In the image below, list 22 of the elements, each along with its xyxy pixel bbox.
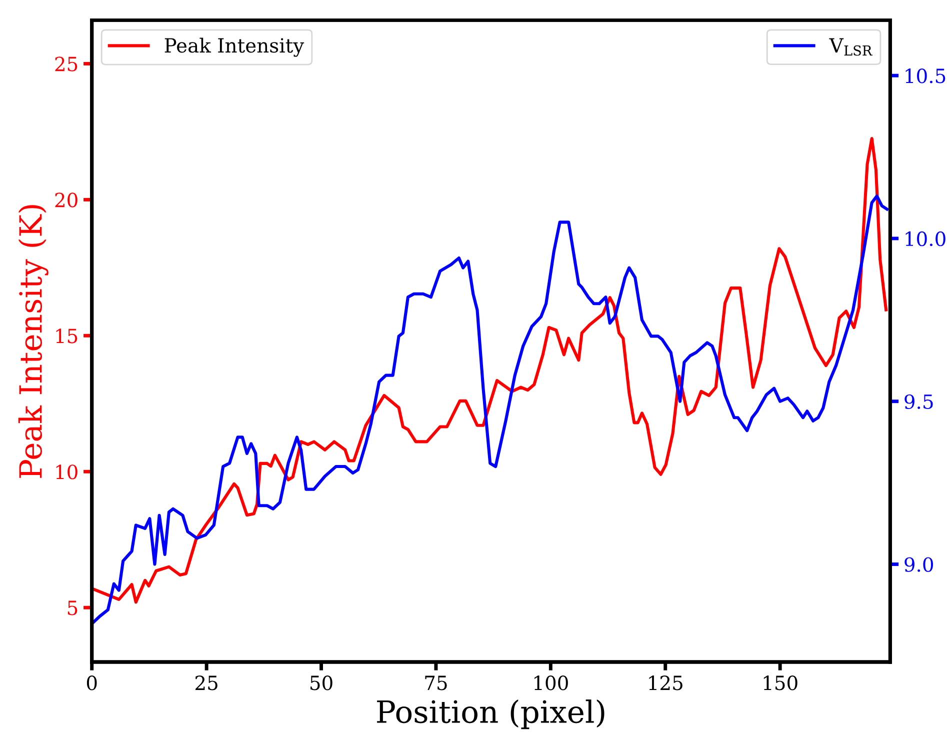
- x-tick-label: 75: [425, 676, 447, 690]
- y2-tick-label: 9.0: [904, 557, 934, 572]
- line-series: [92, 194, 888, 624]
- y-tick-label: 20: [55, 192, 78, 208]
- x-tick-label: 25: [196, 676, 218, 690]
- x-tick-label: 125: [649, 676, 682, 690]
- y-axis-title: Peak Intensity (K): [18, 205, 48, 478]
- y-tick-label: 10: [56, 464, 78, 480]
- y2-tick-label: 10.0: [906, 231, 946, 246]
- x-tick-label: 100: [534, 676, 568, 690]
- legend-label: V$_{LSR}$: [829, 38, 872, 56]
- y-tick-label: 25: [55, 56, 78, 72]
- y-tick-label: 15: [56, 328, 78, 344]
- x-axis-title: Position (pixel): [377, 700, 604, 730]
- line-series: [92, 136, 888, 604]
- x-tick-label: 0: [86, 676, 97, 690]
- x-tick-label: 150: [764, 676, 798, 690]
- x-tick-label: 50: [310, 676, 332, 690]
- y-tick-label: 5: [68, 600, 78, 616]
- y2-tick-label: 9.5: [904, 394, 933, 410]
- legend-label: Peak Intensity: [164, 38, 304, 57]
- y2-tick-label: 10.5: [906, 68, 946, 84]
